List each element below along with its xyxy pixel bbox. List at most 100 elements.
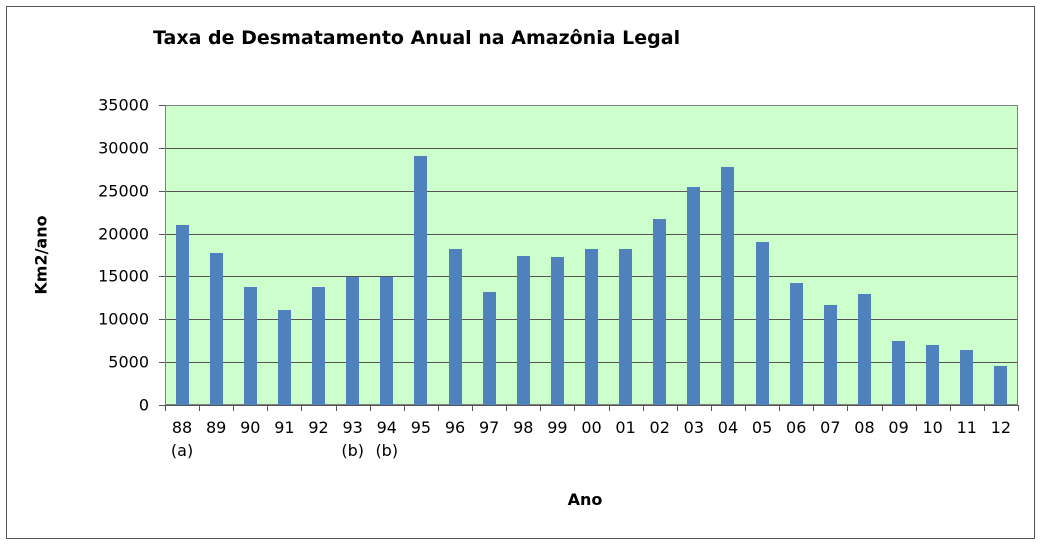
x-tick-label: 89 (205, 418, 227, 437)
x-tick-mark (676, 405, 678, 411)
bar-12 (994, 365, 1008, 405)
bar-07 (823, 305, 837, 405)
x-tick-label: 05 (751, 418, 773, 437)
bar-00 (585, 248, 598, 405)
x-tick-label: 90 (240, 418, 261, 437)
x-tick-label: 02 (649, 418, 670, 437)
bar-93 (346, 277, 360, 405)
y-tick-label: 30000 (98, 138, 149, 158)
x-tick-label: 99 (547, 418, 568, 437)
y-tick-label: 35000 (98, 95, 149, 115)
x-tick-mark (949, 405, 951, 411)
chart-title: Taxa de Desmatamento Anual na Amazônia L… (153, 27, 681, 49)
x-tick-note: (b) (375, 441, 399, 460)
x-tick-note: (a) (170, 441, 194, 460)
bar-09 (892, 341, 906, 405)
y-tick-label: 10000 (98, 309, 149, 329)
x-tick-mark (847, 405, 849, 411)
x-tick-mark (983, 405, 985, 411)
x-tick-mark (472, 405, 474, 411)
bar-90 (243, 287, 257, 405)
y-tick-label: 0 (138, 395, 149, 415)
x-tick-mark (813, 405, 815, 411)
y-tick-mark (159, 276, 165, 278)
x-tick-mark (642, 405, 644, 411)
x-axis-title: Ano (567, 490, 603, 509)
x-axis-line (165, 405, 1018, 406)
x-tick-mark (608, 405, 610, 411)
bar-91 (277, 310, 291, 405)
y-tick-mark (159, 105, 165, 106)
x-tick-mark (881, 405, 883, 411)
x-tick-label: 04 (717, 418, 739, 437)
x-tick-label: 12 (990, 418, 1012, 437)
x-tick-mark (710, 405, 712, 411)
bar-03 (687, 187, 701, 405)
gridline (166, 233, 1017, 235)
x-tick-label: 97 (478, 418, 500, 437)
bar-92 (312, 286, 326, 405)
x-tick-label: 10 (922, 418, 943, 437)
x-tick-label: 96 (444, 418, 466, 437)
x-tick-label: 11 (956, 418, 977, 437)
x-tick-mark (267, 405, 269, 411)
bar-94 (380, 277, 394, 405)
x-tick-mark (574, 405, 576, 411)
x-tick-mark (745, 405, 747, 411)
bar-11 (960, 349, 974, 405)
y-tick-mark (159, 319, 165, 321)
x-tick-label: 91 (274, 418, 295, 437)
x-tick-label: 94 (376, 418, 397, 437)
bar-06 (789, 282, 803, 405)
x-tick-mark (199, 405, 201, 411)
bar-88 (175, 224, 189, 405)
x-tick-mark (233, 405, 235, 411)
bar-10 (926, 345, 940, 405)
x-tick-mark (403, 405, 405, 411)
bar-01 (619, 249, 633, 405)
x-tick-mark (437, 405, 439, 411)
x-tick-mark (1018, 405, 1019, 411)
bar-02 (653, 219, 667, 405)
y-tick-label: 20000 (98, 224, 149, 244)
x-tick-label: 03 (683, 418, 705, 437)
y-tick-mark (159, 147, 165, 149)
x-tick-mark (165, 405, 166, 411)
y-axis-title: Km2/ano (31, 215, 51, 295)
x-tick-mark (540, 405, 542, 411)
bar-97 (482, 291, 496, 405)
bar-08 (857, 294, 871, 405)
x-tick-label: 06 (786, 418, 807, 437)
bar-99 (550, 257, 564, 405)
y-tick-mark (159, 233, 165, 235)
x-tick-label: 93 (342, 418, 363, 437)
y-tick-mark (159, 362, 165, 364)
bar-95 (414, 155, 428, 405)
x-tick-note: (b) (341, 441, 364, 460)
x-tick-label: 09 (888, 418, 909, 437)
x-tick-mark (301, 405, 303, 411)
x-tick-label: 07 (820, 418, 841, 437)
x-tick-mark (915, 405, 917, 411)
bar-89 (209, 252, 223, 405)
bar-04 (721, 166, 735, 405)
x-tick-label: 92 (308, 418, 329, 437)
x-tick-label: 00 (581, 418, 602, 437)
y-tick-label: 15000 (98, 266, 149, 286)
x-tick-mark (369, 405, 371, 411)
x-tick-label: 95 (410, 418, 432, 437)
bar-98 (516, 256, 530, 405)
y-tick-mark (159, 405, 165, 406)
bar-96 (448, 249, 462, 405)
x-tick-label: 08 (854, 418, 875, 437)
y-tick-label: 25000 (98, 181, 149, 201)
bar-05 (755, 242, 769, 405)
x-tick-mark (335, 405, 337, 411)
y-tick-label: 5000 (108, 352, 149, 372)
x-tick-mark (779, 405, 781, 411)
y-tick-mark (159, 190, 165, 192)
x-tick-mark (506, 405, 508, 411)
x-tick-label: 01 (615, 418, 636, 437)
x-tick-label: 98 (513, 418, 534, 437)
gridline (166, 190, 1017, 192)
